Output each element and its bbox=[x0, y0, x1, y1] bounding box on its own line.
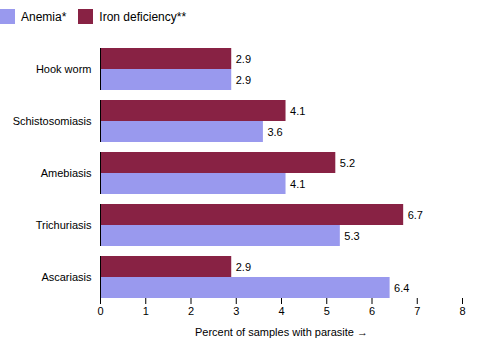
svg-text:3: 3 bbox=[233, 305, 239, 317]
svg-text:1: 1 bbox=[143, 305, 149, 317]
svg-text:0: 0 bbox=[97, 305, 103, 317]
svg-text:4.1: 4.1 bbox=[290, 105, 305, 117]
svg-text:Schistosomiasis: Schistosomiasis bbox=[13, 115, 92, 127]
html-text:Iron deficiency**: Iron deficiency** bbox=[99, 9, 187, 24]
svg-text:2.9: 2.9 bbox=[236, 74, 251, 86]
svg-text:Hook worm: Hook worm bbox=[36, 63, 92, 75]
svg-text:6.7: 6.7 bbox=[408, 209, 423, 221]
svg-text:4: 4 bbox=[278, 305, 284, 317]
html-text:Anemia*: Anemia* bbox=[21, 9, 67, 24]
svg-text:5.2: 5.2 bbox=[340, 157, 355, 169]
svg-text:Ascariasis: Ascariasis bbox=[41, 271, 92, 283]
svg-text:Trichuriasis: Trichuriasis bbox=[36, 219, 92, 231]
svg-text:Amebiasis: Amebiasis bbox=[41, 167, 92, 179]
svg-text:3.6: 3.6 bbox=[267, 126, 282, 138]
svg-text:5: 5 bbox=[324, 305, 330, 317]
svg-text:2: 2 bbox=[188, 305, 194, 317]
svg-text:2.9: 2.9 bbox=[236, 261, 251, 273]
svg-text:5.3: 5.3 bbox=[344, 230, 359, 242]
svg-text:Percent of samples with parasi: Percent of samples with parasite → bbox=[195, 326, 368, 338]
svg-text:6: 6 bbox=[369, 305, 375, 317]
svg-text:8: 8 bbox=[459, 305, 465, 317]
svg-text:4.1: 4.1 bbox=[290, 178, 305, 190]
svg-text:6.4: 6.4 bbox=[394, 282, 409, 294]
svg-text:7: 7 bbox=[414, 305, 420, 317]
svg-text:2.9: 2.9 bbox=[236, 53, 251, 65]
